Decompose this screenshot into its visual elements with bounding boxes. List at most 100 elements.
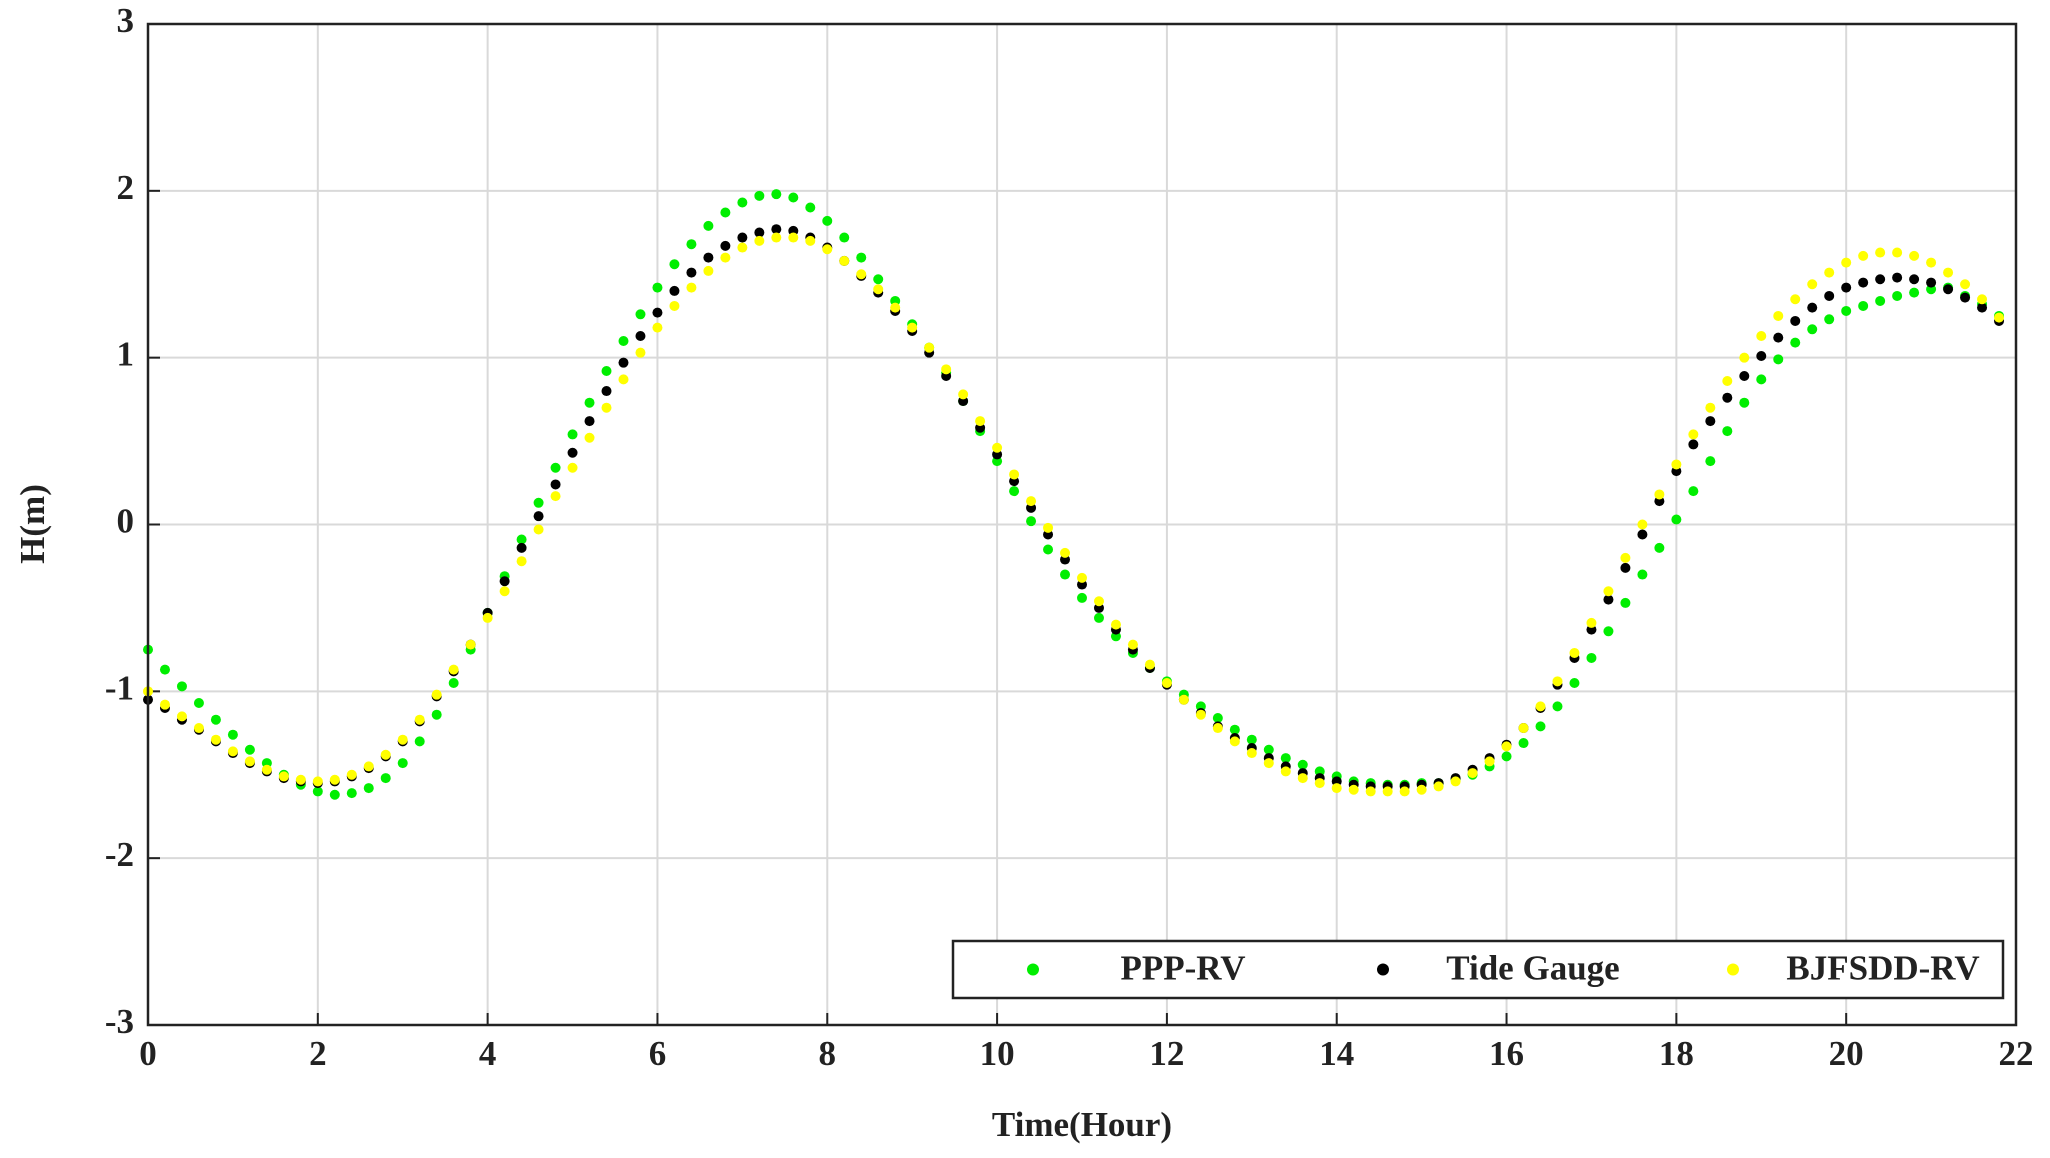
- point: [176, 711, 187, 722]
- point: [856, 252, 867, 263]
- point: [1824, 314, 1835, 325]
- point: [1841, 257, 1852, 268]
- point: [1688, 439, 1699, 450]
- point: [856, 269, 867, 280]
- x-tick-label: 8: [819, 1034, 837, 1073]
- point: [1960, 279, 1971, 290]
- point: [1144, 659, 1155, 670]
- point: [1977, 294, 1988, 305]
- point: [1569, 677, 1580, 688]
- point: [363, 761, 374, 772]
- point: [1009, 469, 1020, 480]
- point: [1807, 302, 1818, 313]
- x-tick-label: 22: [1999, 1034, 2034, 1073]
- y-axis-label: H(m): [13, 484, 52, 564]
- point: [1501, 741, 1512, 752]
- legend-box: [951, 939, 2005, 1000]
- point: [1756, 350, 1767, 361]
- point: [193, 698, 204, 709]
- point: [533, 511, 544, 522]
- point: [1739, 371, 1750, 382]
- point: [210, 734, 221, 745]
- point: [1195, 709, 1206, 720]
- point: [414, 736, 425, 747]
- point: [1603, 586, 1614, 597]
- point: [261, 764, 272, 775]
- point: [176, 681, 187, 692]
- point: [278, 771, 289, 782]
- point: [1246, 734, 1257, 745]
- point: [601, 402, 612, 413]
- point: [669, 285, 680, 296]
- point: [1705, 456, 1716, 467]
- x-tick-label: 10: [980, 1034, 1015, 1073]
- point: [1178, 694, 1189, 705]
- point: [1909, 287, 1920, 298]
- point: [652, 282, 663, 293]
- point: [635, 309, 646, 320]
- point: [1026, 516, 1037, 527]
- point: [686, 282, 697, 293]
- point: [771, 224, 782, 235]
- x-axis-label: Time(Hour): [992, 1105, 1172, 1144]
- point: [1892, 272, 1903, 283]
- point: [1654, 542, 1665, 553]
- point: [771, 232, 782, 243]
- point: [754, 190, 765, 201]
- point: [312, 786, 323, 797]
- point: [1943, 267, 1954, 278]
- point: [329, 789, 340, 800]
- point: [414, 714, 425, 725]
- point: [788, 232, 799, 243]
- point: [448, 664, 459, 675]
- point: [1841, 282, 1852, 293]
- point: [1756, 374, 1767, 385]
- point: [1790, 315, 1801, 326]
- point: [1875, 274, 1886, 285]
- point: [1416, 784, 1427, 795]
- point: [822, 244, 833, 255]
- point: [1552, 676, 1563, 687]
- point: [1926, 257, 1937, 268]
- point: [1824, 290, 1835, 301]
- point: [1399, 786, 1410, 797]
- point: [1093, 596, 1104, 607]
- legend-label: Tide Gauge: [1446, 949, 1619, 988]
- point: [1518, 738, 1529, 749]
- point: [720, 240, 731, 251]
- point: [737, 197, 748, 208]
- point: [635, 347, 646, 358]
- x-tick-label: 4: [479, 1034, 497, 1073]
- point: [1977, 302, 1988, 313]
- point: [720, 207, 731, 218]
- point: [516, 534, 527, 545]
- legend-marker: [1027, 963, 1039, 976]
- point: [244, 744, 255, 755]
- point: [1790, 294, 1801, 305]
- y-tick-label: 2: [117, 168, 135, 207]
- point: [1501, 751, 1512, 762]
- legend-marker: [1727, 963, 1739, 976]
- point: [1229, 736, 1240, 747]
- point: [1654, 489, 1665, 500]
- point: [482, 612, 493, 623]
- point: [533, 497, 544, 508]
- point: [1263, 758, 1274, 769]
- point: [1756, 330, 1767, 341]
- point: [227, 729, 238, 740]
- point: [1807, 279, 1818, 290]
- legend-label: PPP-RV: [1120, 949, 1245, 988]
- point: [822, 215, 833, 226]
- x-tick-label: 18: [1659, 1034, 1694, 1073]
- point: [1026, 496, 1037, 507]
- point: [754, 227, 765, 238]
- x-tick-label: 6: [649, 1034, 667, 1073]
- point: [1043, 544, 1054, 555]
- point: [380, 749, 391, 760]
- point: [1705, 416, 1716, 427]
- point: [1246, 748, 1257, 759]
- point: [1535, 701, 1546, 712]
- point: [669, 300, 680, 311]
- point: [1586, 617, 1597, 628]
